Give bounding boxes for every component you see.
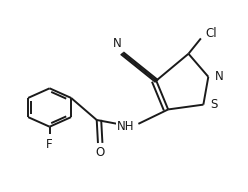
Text: NH: NH bbox=[116, 120, 134, 133]
Text: S: S bbox=[210, 98, 218, 111]
Text: O: O bbox=[95, 146, 105, 160]
Text: N: N bbox=[215, 70, 224, 83]
Text: Cl: Cl bbox=[205, 27, 217, 41]
Text: N: N bbox=[113, 36, 122, 50]
Text: F: F bbox=[46, 138, 53, 151]
